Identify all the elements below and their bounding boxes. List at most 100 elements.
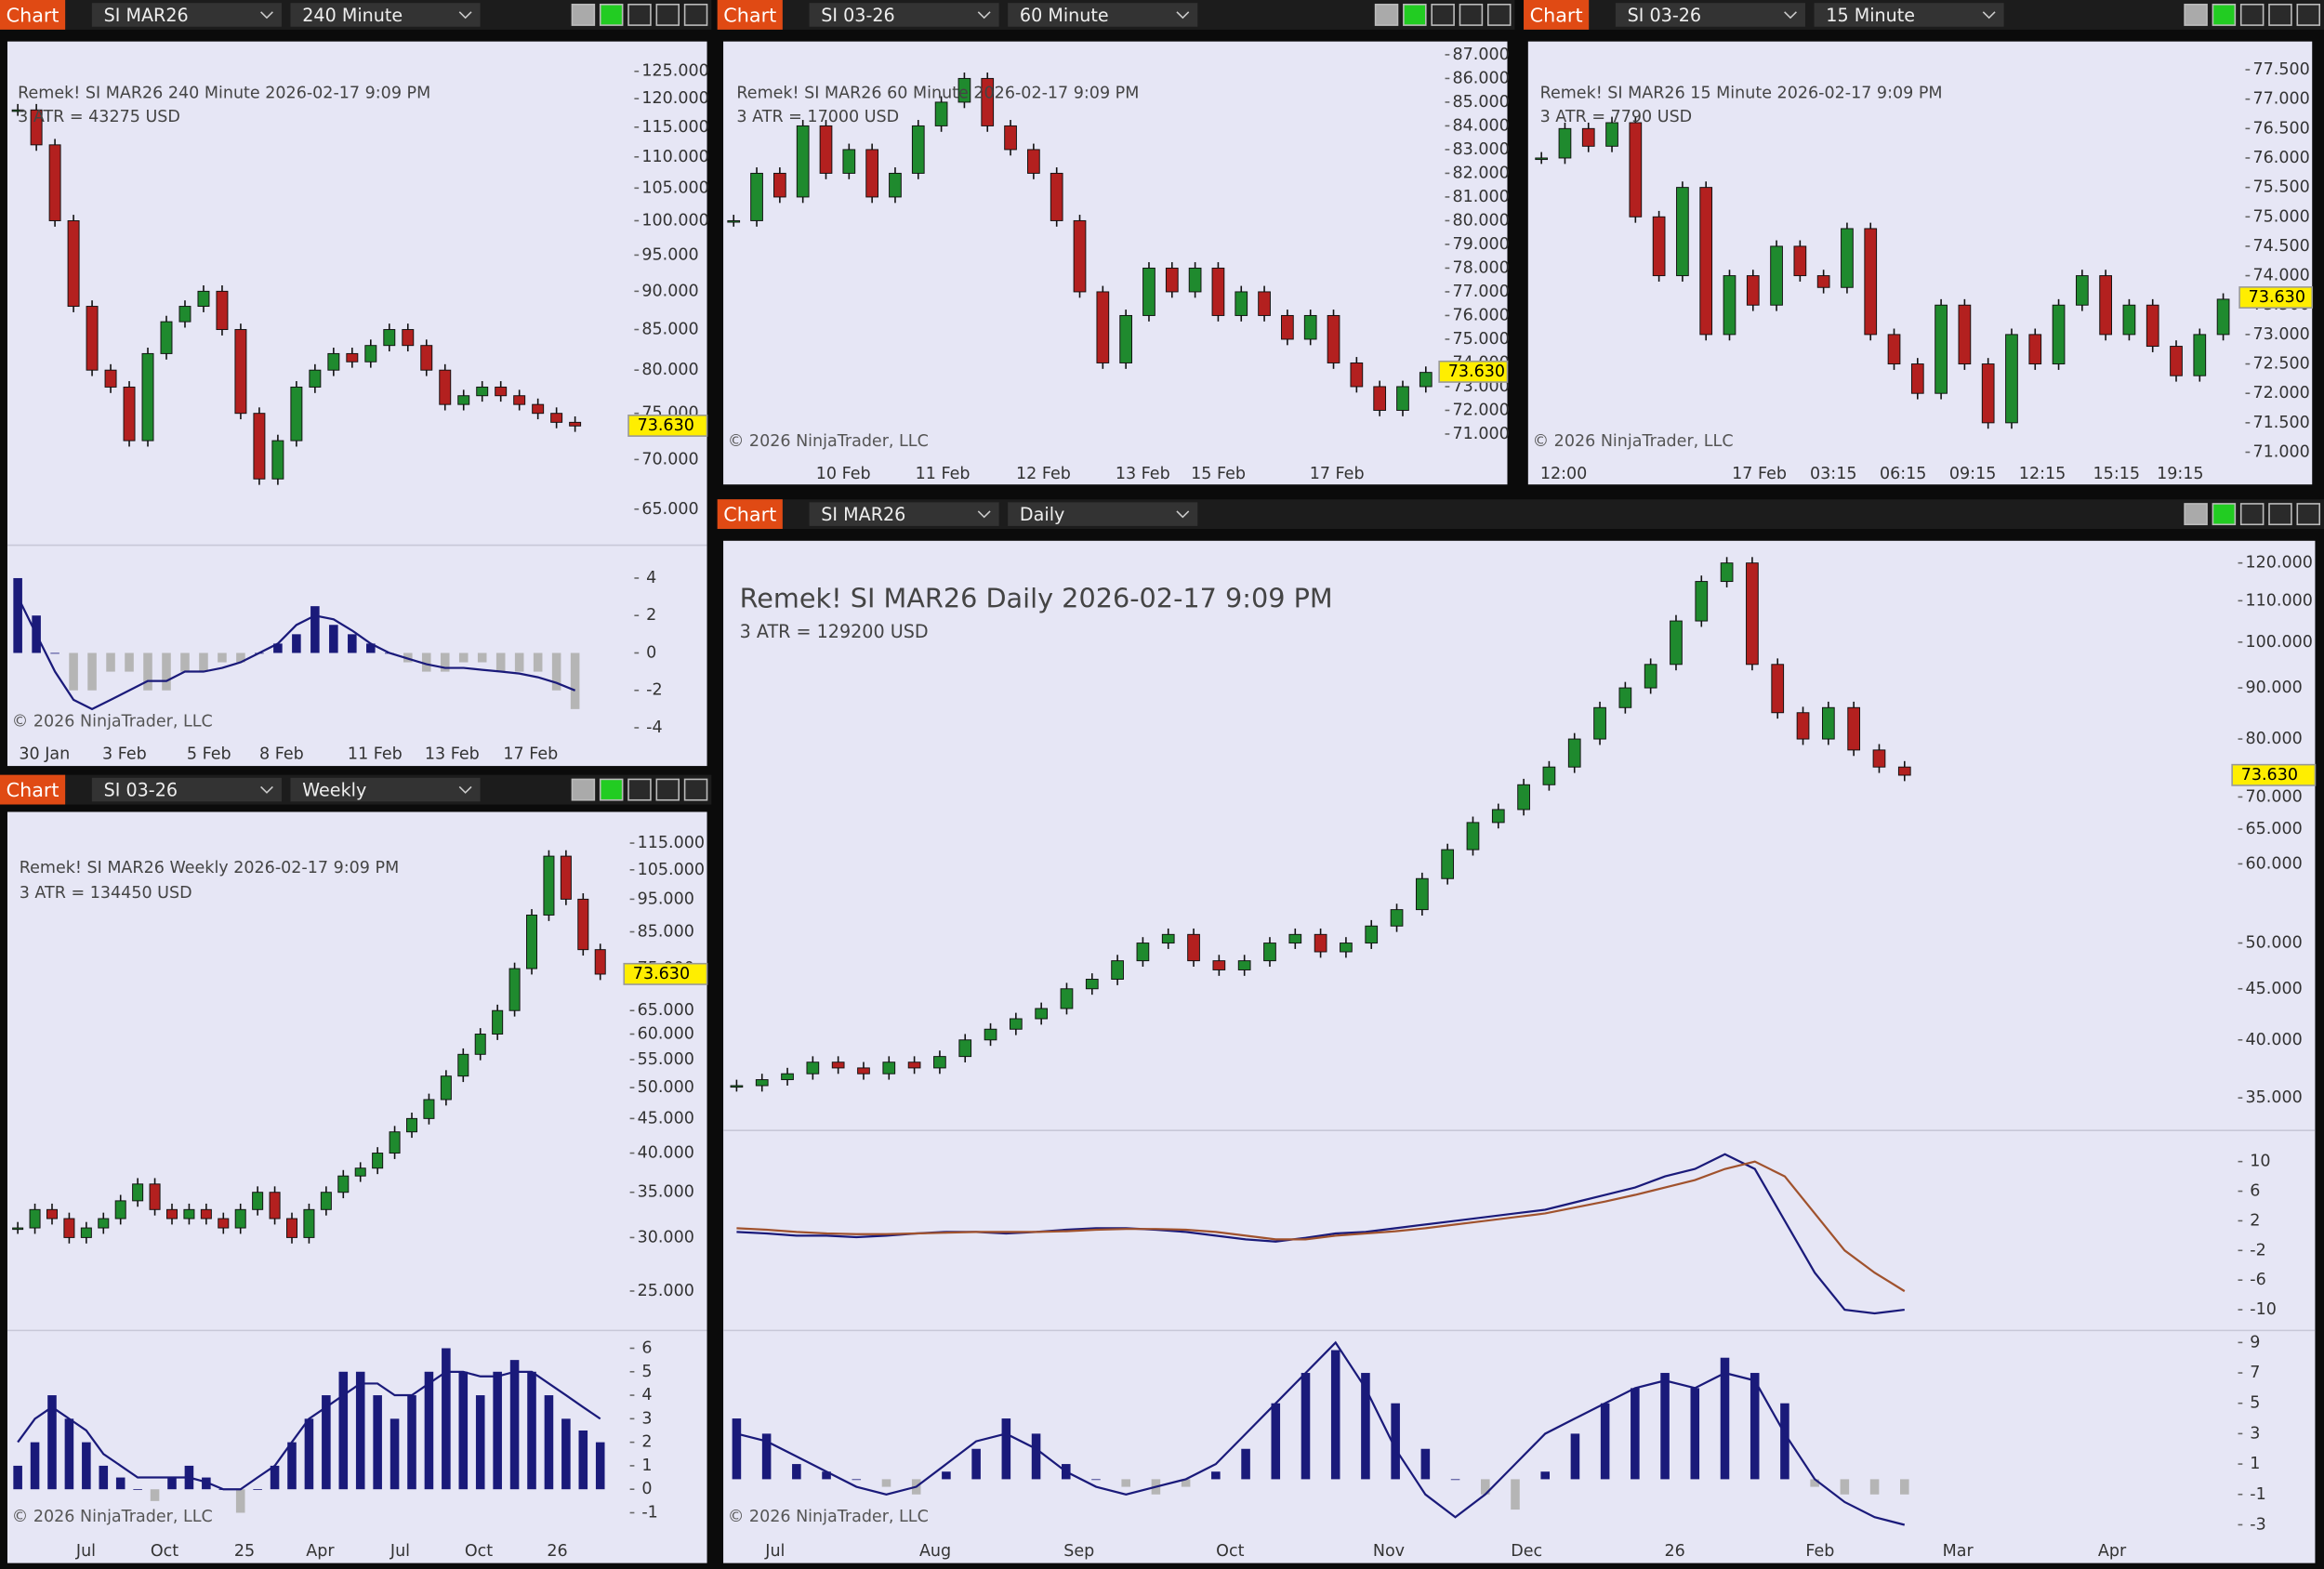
y-tick-label: 78.000 — [1453, 258, 1510, 277]
histogram-bar — [442, 1348, 451, 1490]
window-button[interactable] — [2239, 3, 2265, 26]
window-button[interactable] — [1374, 3, 1399, 26]
x-tick-label: 15:15 — [2093, 465, 2140, 483]
x-tick-label: 15 Feb — [1191, 465, 1246, 483]
instrument-label[interactable]: SI MAR26 — [104, 5, 189, 26]
candle — [67, 219, 80, 308]
candle — [831, 1061, 845, 1069]
y-tick-label: 45.000 — [2245, 980, 2302, 998]
instrument-label[interactable]: SI 03-26 — [821, 5, 894, 26]
indicator-line — [736, 1160, 1906, 1293]
y-tick-label: 45.000 — [638, 1109, 694, 1127]
y-tick-label: 83.000 — [1453, 140, 1510, 159]
window-button[interactable] — [599, 3, 624, 26]
instrument-dropdown[interactable] — [809, 3, 999, 27]
candle — [1303, 314, 1317, 340]
chart-button-label[interactable]: Chart — [1530, 5, 1583, 27]
candle — [1441, 849, 1455, 879]
window-button[interactable] — [2184, 3, 2208, 26]
histogram-bar — [13, 577, 22, 653]
candle — [1327, 314, 1340, 363]
window-button[interactable] — [2268, 503, 2292, 526]
chart-button[interactable] — [0, 774, 66, 805]
histogram-bar — [202, 1477, 211, 1490]
candle — [1096, 291, 1110, 363]
candle — [1419, 372, 1433, 388]
candle — [354, 1167, 366, 1177]
chart-button-label[interactable]: Chart — [7, 5, 59, 27]
chart-button[interactable] — [717, 0, 783, 30]
chart-button[interactable] — [0, 0, 66, 30]
window-button[interactable] — [2239, 503, 2265, 526]
candle — [474, 1034, 486, 1055]
candle — [2193, 334, 2207, 376]
instrument-label[interactable]: SI 03-26 — [1628, 5, 1701, 26]
candle — [1723, 275, 1736, 336]
interval-label[interactable]: Weekly — [302, 780, 366, 801]
window-button[interactable] — [627, 3, 652, 26]
candle — [141, 352, 154, 442]
instrument-label[interactable]: SI 03-26 — [104, 780, 178, 801]
chart-button[interactable] — [717, 499, 783, 530]
x-tick-label: 26 — [547, 1542, 567, 1561]
candle — [1605, 122, 1618, 147]
instrument-dropdown[interactable] — [91, 3, 282, 27]
candle — [1136, 943, 1150, 962]
histogram-bar — [1420, 1448, 1431, 1480]
candle — [98, 1218, 110, 1229]
window-button[interactable] — [571, 778, 596, 801]
candle — [958, 1039, 972, 1058]
dropdown-caret — [1982, 11, 1996, 20]
window-button[interactable] — [627, 778, 652, 801]
window-button[interactable] — [2212, 503, 2237, 526]
y-tick-label: -1 — [2250, 1485, 2265, 1504]
chart-button-label[interactable]: Chart — [723, 5, 776, 27]
y-tick-label: 9 — [2250, 1333, 2260, 1351]
interval-dropdown[interactable] — [1008, 502, 1198, 526]
dropdown-caret — [260, 785, 273, 794]
window-button[interactable] — [1431, 3, 1455, 26]
chart-button-label[interactable]: Chart — [7, 779, 59, 801]
window-button[interactable] — [683, 778, 708, 801]
interval-dropdown[interactable] — [1814, 3, 2004, 27]
window-button[interactable] — [655, 778, 680, 801]
candle — [271, 440, 284, 480]
window-button[interactable] — [2212, 3, 2237, 26]
window-button[interactable] — [1459, 3, 1484, 26]
candle — [1644, 664, 1657, 689]
instrument-dropdown[interactable] — [1615, 3, 1805, 27]
window-button[interactable] — [655, 3, 680, 26]
instrument-dropdown[interactable] — [91, 777, 282, 802]
candle — [1491, 809, 1505, 824]
candle — [2146, 304, 2159, 348]
window-button[interactable] — [2268, 3, 2292, 26]
histogram-bar — [99, 1465, 109, 1490]
window-button[interactable] — [571, 3, 596, 26]
chart-button-label[interactable]: Chart — [723, 504, 776, 526]
interval-dropdown[interactable] — [290, 3, 481, 27]
interval-label[interactable]: 240 Minute — [302, 5, 403, 26]
interval-dropdown[interactable] — [290, 777, 481, 802]
window-button[interactable] — [683, 3, 708, 26]
interval-label[interactable]: 15 Minute — [1826, 5, 1915, 26]
interval-dropdown[interactable] — [1008, 3, 1198, 27]
window-button[interactable] — [2296, 3, 2321, 26]
window-button[interactable] — [2296, 503, 2321, 526]
window-button[interactable] — [1486, 3, 1512, 26]
histogram-bar — [458, 1371, 469, 1490]
chart-button[interactable] — [1524, 0, 1590, 30]
histogram-bar — [533, 653, 543, 672]
candle — [1111, 960, 1124, 980]
window-button[interactable] — [2184, 503, 2208, 526]
window-button[interactable] — [599, 778, 624, 801]
candle — [1558, 127, 1572, 159]
chart-panel — [723, 540, 2316, 1563]
instrument-dropdown[interactable] — [809, 502, 999, 526]
interval-label[interactable]: Daily — [1020, 504, 1064, 525]
y-tick-label: 100.000 — [2245, 633, 2312, 652]
candle — [1009, 1018, 1023, 1030]
window-button[interactable] — [1403, 3, 1427, 26]
instrument-label[interactable]: SI MAR26 — [821, 504, 905, 525]
x-tick-label: 10 Feb — [816, 465, 871, 483]
interval-label[interactable]: 60 Minute — [1020, 5, 1109, 26]
